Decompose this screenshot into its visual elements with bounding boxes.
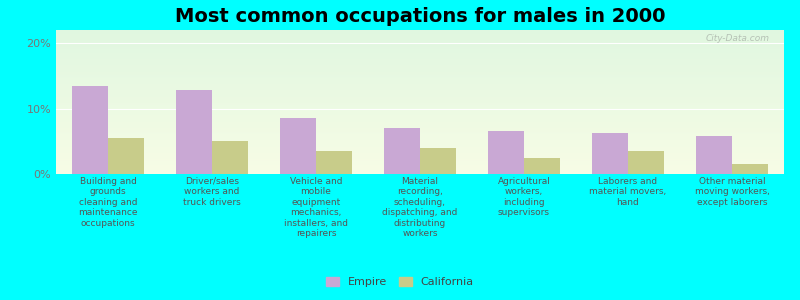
- Text: Laborers and
material movers,
hand: Laborers and material movers, hand: [590, 177, 666, 207]
- Bar: [176, 90, 212, 174]
- Bar: [212, 141, 248, 174]
- Bar: [420, 148, 456, 174]
- Bar: [524, 158, 560, 174]
- Text: City-Data.com: City-Data.com: [706, 34, 770, 43]
- Bar: [384, 128, 420, 174]
- Bar: [72, 85, 108, 174]
- Bar: [592, 133, 628, 174]
- Bar: [628, 151, 664, 174]
- Bar: [696, 136, 732, 174]
- Bar: [280, 118, 316, 174]
- Legend: Empire, California: Empire, California: [322, 272, 478, 291]
- Bar: [316, 151, 352, 174]
- Bar: [488, 131, 524, 174]
- Title: Most common occupations for males in 2000: Most common occupations for males in 200…: [174, 7, 666, 26]
- Text: Building and
grounds
cleaning and
maintenance
occupations: Building and grounds cleaning and mainte…: [78, 177, 138, 228]
- Bar: [732, 164, 768, 174]
- Text: Other material
moving workers,
except laborers: Other material moving workers, except la…: [694, 177, 770, 207]
- Text: Driver/sales
workers and
truck drivers: Driver/sales workers and truck drivers: [183, 177, 241, 207]
- Text: Agricultural
workers,
including
supervisors: Agricultural workers, including supervis…: [498, 177, 550, 217]
- Text: Material
recording,
scheduling,
dispatching, and
distributing
workers: Material recording, scheduling, dispatch…: [382, 177, 458, 238]
- Text: Vehicle and
mobile
equipment
mechanics,
installers, and
repairers: Vehicle and mobile equipment mechanics, …: [284, 177, 348, 238]
- Bar: [108, 138, 145, 174]
